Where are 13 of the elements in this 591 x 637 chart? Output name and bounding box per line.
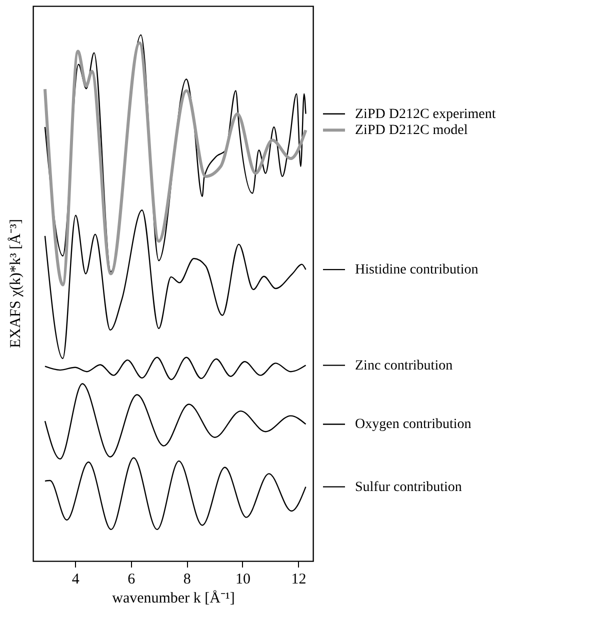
- legend-label: Zinc contribution: [355, 358, 453, 374]
- x-tick-label: 8: [183, 572, 191, 588]
- y-axis-title: EXAFS χ(k)*k³ [Å⁻³]: [7, 219, 24, 348]
- legend-label: ZiPD D212C experiment: [355, 106, 496, 122]
- legend-label: ZiPD D212C model: [355, 123, 468, 138]
- x-tick-label: 4: [72, 572, 80, 588]
- legend-label: Sulfur contribution: [355, 480, 462, 495]
- x-tick-label: 10: [235, 572, 250, 588]
- x-tick-label: 6: [128, 572, 136, 588]
- legend-label: Oxygen contribution: [355, 417, 472, 432]
- x-axis-title: wavenumber k [Å⁻¹]: [112, 590, 235, 606]
- legend-label: Histidine contribution: [355, 262, 478, 278]
- x-tick-label: 12: [291, 572, 306, 588]
